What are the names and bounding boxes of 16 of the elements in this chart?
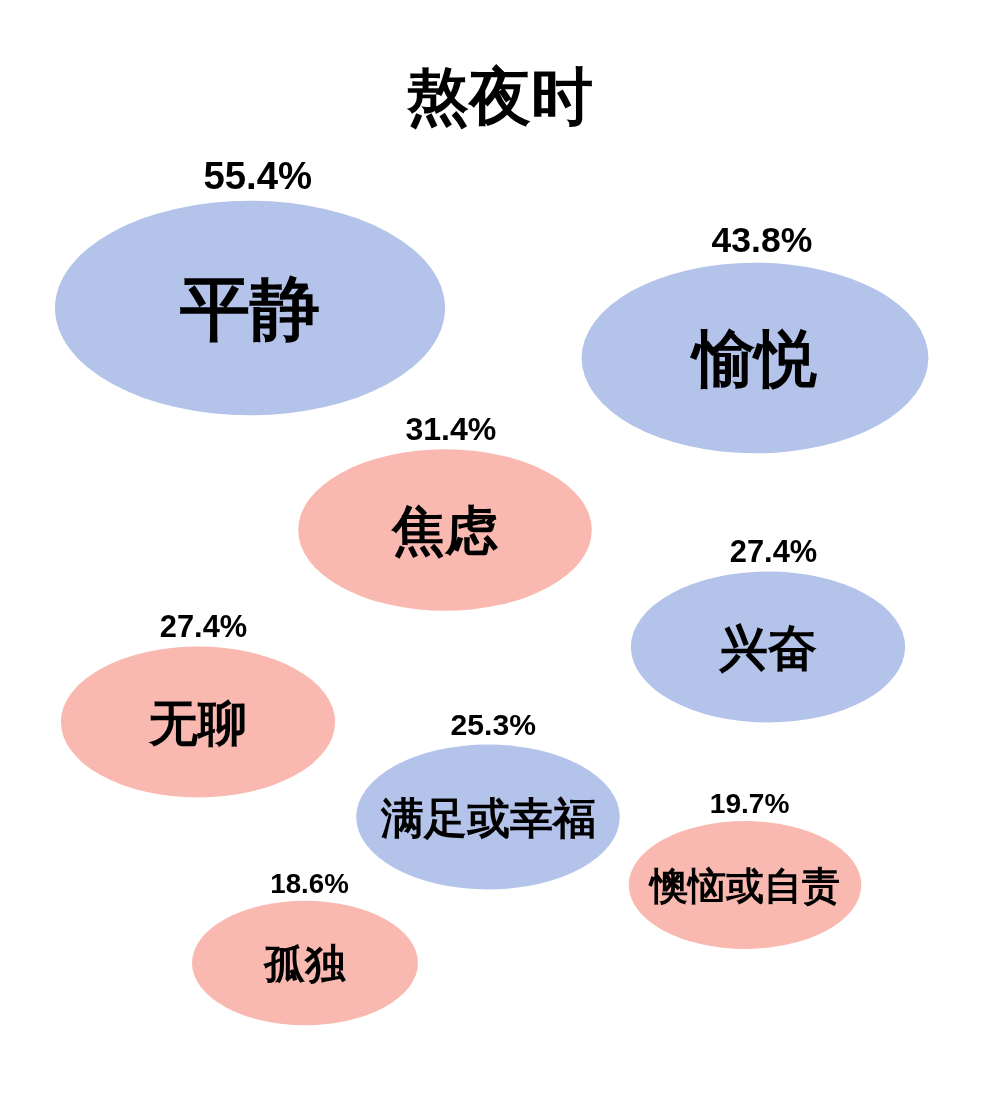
data-label: 55.4% (203, 154, 313, 198)
category-label: 满足或幸福 (379, 793, 596, 842)
category-label: 焦虑 (390, 501, 499, 561)
category-label: 懊恼或自责 (648, 863, 840, 907)
category-label: 愉悦 (690, 324, 817, 394)
title: 熬夜时 (407, 62, 593, 131)
data-label: 18.6% (270, 867, 349, 899)
category-label: 无聊 (148, 694, 247, 750)
data-label: 27.4% (729, 534, 818, 570)
category-label: 孤独 (263, 940, 346, 987)
category-label: 平静 (179, 269, 320, 349)
data-label: 43.8% (711, 219, 813, 260)
data-label: 19.7% (709, 787, 790, 819)
data-label: 25.3% (450, 708, 536, 742)
data-label: 27.4% (159, 609, 248, 645)
category-label: 兴奋 (718, 619, 817, 675)
